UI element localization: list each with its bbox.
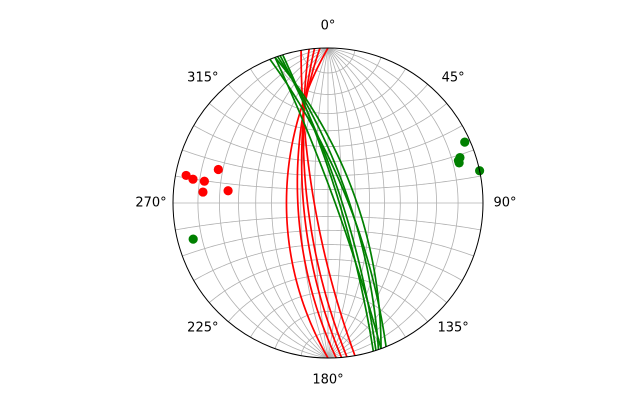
- great-circles: [269, 47, 387, 359]
- primitive-circle: [172, 47, 484, 359]
- great-circle: [274, 56, 382, 349]
- pole-point: [181, 170, 191, 181]
- azimuth-tick-label: 225°: [187, 321, 218, 336]
- grid-small-circle: [300, 332, 356, 356]
- azimuth-tick-label: 315°: [187, 70, 218, 85]
- grid-small-circle: [274, 311, 382, 349]
- azimuth-tick-label: 0°: [321, 19, 336, 34]
- pole-point: [188, 174, 198, 184]
- pole-point: [223, 186, 233, 196]
- azimuth-tick-label: 90°: [493, 196, 516, 211]
- grid-small-circle: [228, 274, 428, 322]
- grid-small-circle: [182, 229, 474, 257]
- grid-small-circle: [250, 292, 406, 338]
- grid-small-circle: [209, 259, 447, 303]
- grid-small-circle: [274, 57, 382, 95]
- grid-small-circle: [175, 175, 481, 190]
- pole-points: [181, 137, 485, 244]
- stereonet-grid: [173, 48, 483, 358]
- azimuth-tick-label: 45°: [442, 70, 465, 85]
- pole-point: [198, 187, 208, 197]
- great-circle: [269, 58, 387, 347]
- pole-point: [199, 176, 209, 186]
- azimuth-tick-label: 180°: [312, 373, 343, 388]
- great-circle: [296, 47, 337, 359]
- grid-small-circle: [228, 84, 428, 132]
- azimuth-tick-label: 135°: [437, 321, 468, 336]
- azimuth-labels: 0° 45° 90° 135° 180° 225° 270° 315°: [135, 19, 516, 388]
- azimuth-tick-label: 270°: [135, 196, 166, 211]
- grid-small-circle: [250, 68, 406, 114]
- great-circle: [285, 47, 329, 359]
- grid-small-circle: [175, 216, 481, 231]
- pole-point: [213, 164, 223, 175]
- pole-point: [188, 234, 198, 244]
- pole-point: [460, 137, 470, 147]
- great-circle: [281, 54, 375, 352]
- great-circle: [274, 56, 382, 349]
- grid-small-circle: [182, 149, 474, 177]
- great-circle: [276, 55, 380, 350]
- pole-point: [454, 158, 464, 168]
- grid-small-circle: [193, 244, 463, 281]
